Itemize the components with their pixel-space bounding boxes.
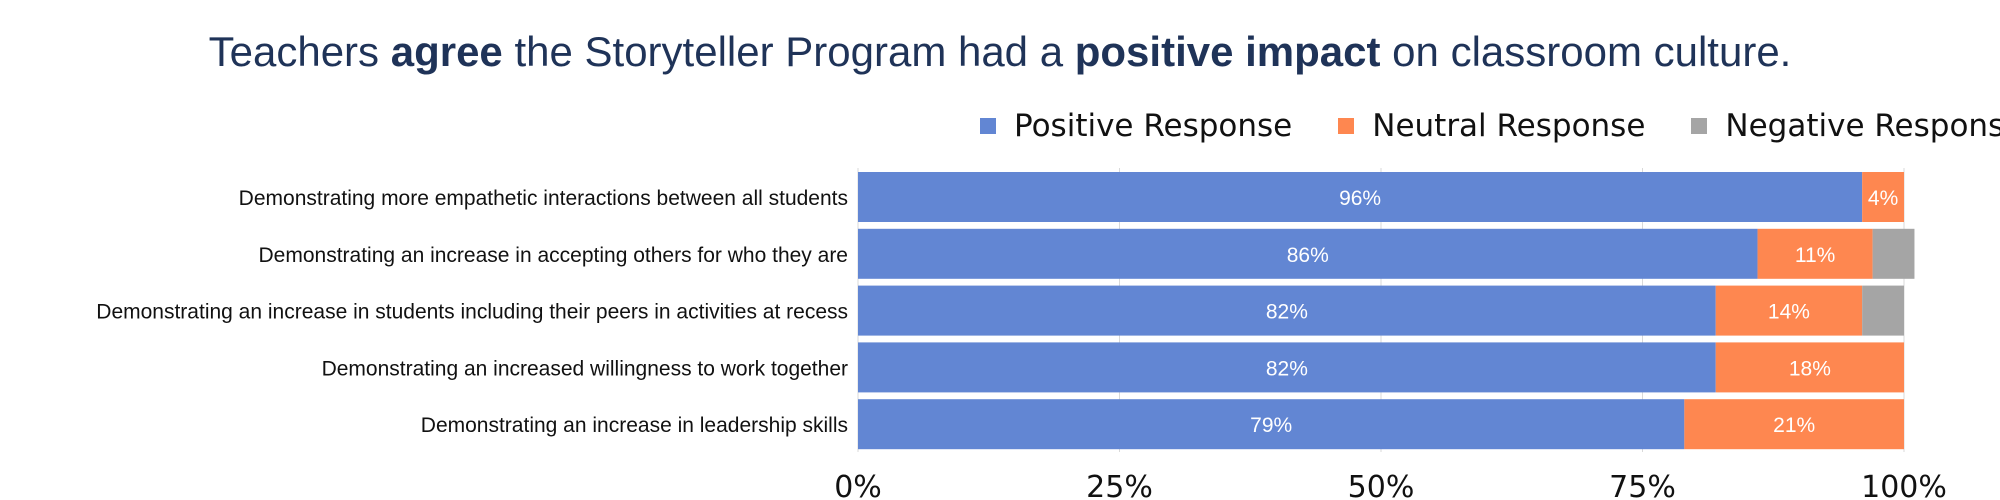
bar-segment: [858, 342, 1716, 393]
bar-segment: [858, 285, 1716, 336]
bar-segment: [858, 228, 1758, 279]
data-label: 11%: [1795, 244, 1835, 267]
bar-segment: [1684, 399, 1904, 450]
x-tick-label: 50%: [1348, 470, 1415, 500]
category-label: Demonstrating more empathetic interactio…: [239, 187, 848, 210]
x-tick-label: 25%: [1086, 470, 1153, 500]
category-label: Demonstrating an increase in accepting o…: [259, 244, 849, 267]
data-label: 86%: [1287, 244, 1329, 267]
bar-segment: [1757, 228, 1873, 279]
category-label: Demonstrating an increase in leadership …: [421, 414, 848, 437]
data-label: 96%: [1339, 187, 1381, 210]
legend-item-neutral: Neutral Response: [1338, 108, 1645, 144]
data-label: 21%: [1773, 414, 1815, 437]
bar-segment: [1715, 342, 1904, 393]
legend-label-negative: Negative Response: [1725, 108, 2000, 144]
legend-label-positive: Positive Response: [1014, 108, 1293, 144]
x-tick-label: 75%: [1609, 470, 1676, 500]
legend-swatch-neutral: [1338, 118, 1355, 134]
legend-swatch-negative: [1691, 118, 1708, 134]
data-label: 18%: [1789, 357, 1831, 380]
bar-segment: [1872, 228, 1915, 279]
legend-item-negative: Negative Response: [1691, 108, 2000, 144]
title-emphasis-positive-impact: positive impact: [1074, 28, 1381, 75]
legend-label-neutral: Neutral Response: [1372, 108, 1646, 144]
data-label: 14%: [1768, 301, 1810, 324]
category-label: Demonstrating an increased willingness t…: [322, 357, 848, 380]
title-part-5: on classroom culture.: [1380, 28, 1792, 75]
bar-segment: [1862, 172, 1904, 222]
title-emphasis-agree: agree: [390, 28, 503, 75]
title-part-1: Teachers: [208, 28, 391, 75]
x-tick-label: 0%: [834, 470, 882, 500]
legend-swatch-positive: [980, 118, 996, 134]
bar-segment: [1715, 285, 1863, 336]
bar-segment: [858, 172, 1863, 222]
category-label: Demonstrating an increase in students in…: [96, 301, 848, 324]
data-label: 4%: [1868, 187, 1898, 210]
chart-title: Teachers agree the Storyteller Program h…: [0, 28, 2000, 76]
data-label: 82%: [1266, 301, 1308, 324]
data-label: 82%: [1266, 357, 1308, 380]
title-part-3: the Storyteller Program had a: [502, 28, 1075, 75]
bar-segment: [858, 399, 1685, 450]
bar-segment: [1862, 285, 1904, 336]
chart-legend: Positive Response Neutral Response Negat…: [980, 104, 2000, 148]
x-tick-label: 100%: [1861, 470, 1947, 500]
legend-item-positive: Positive Response: [980, 108, 1292, 144]
data-label: 79%: [1250, 414, 1292, 437]
